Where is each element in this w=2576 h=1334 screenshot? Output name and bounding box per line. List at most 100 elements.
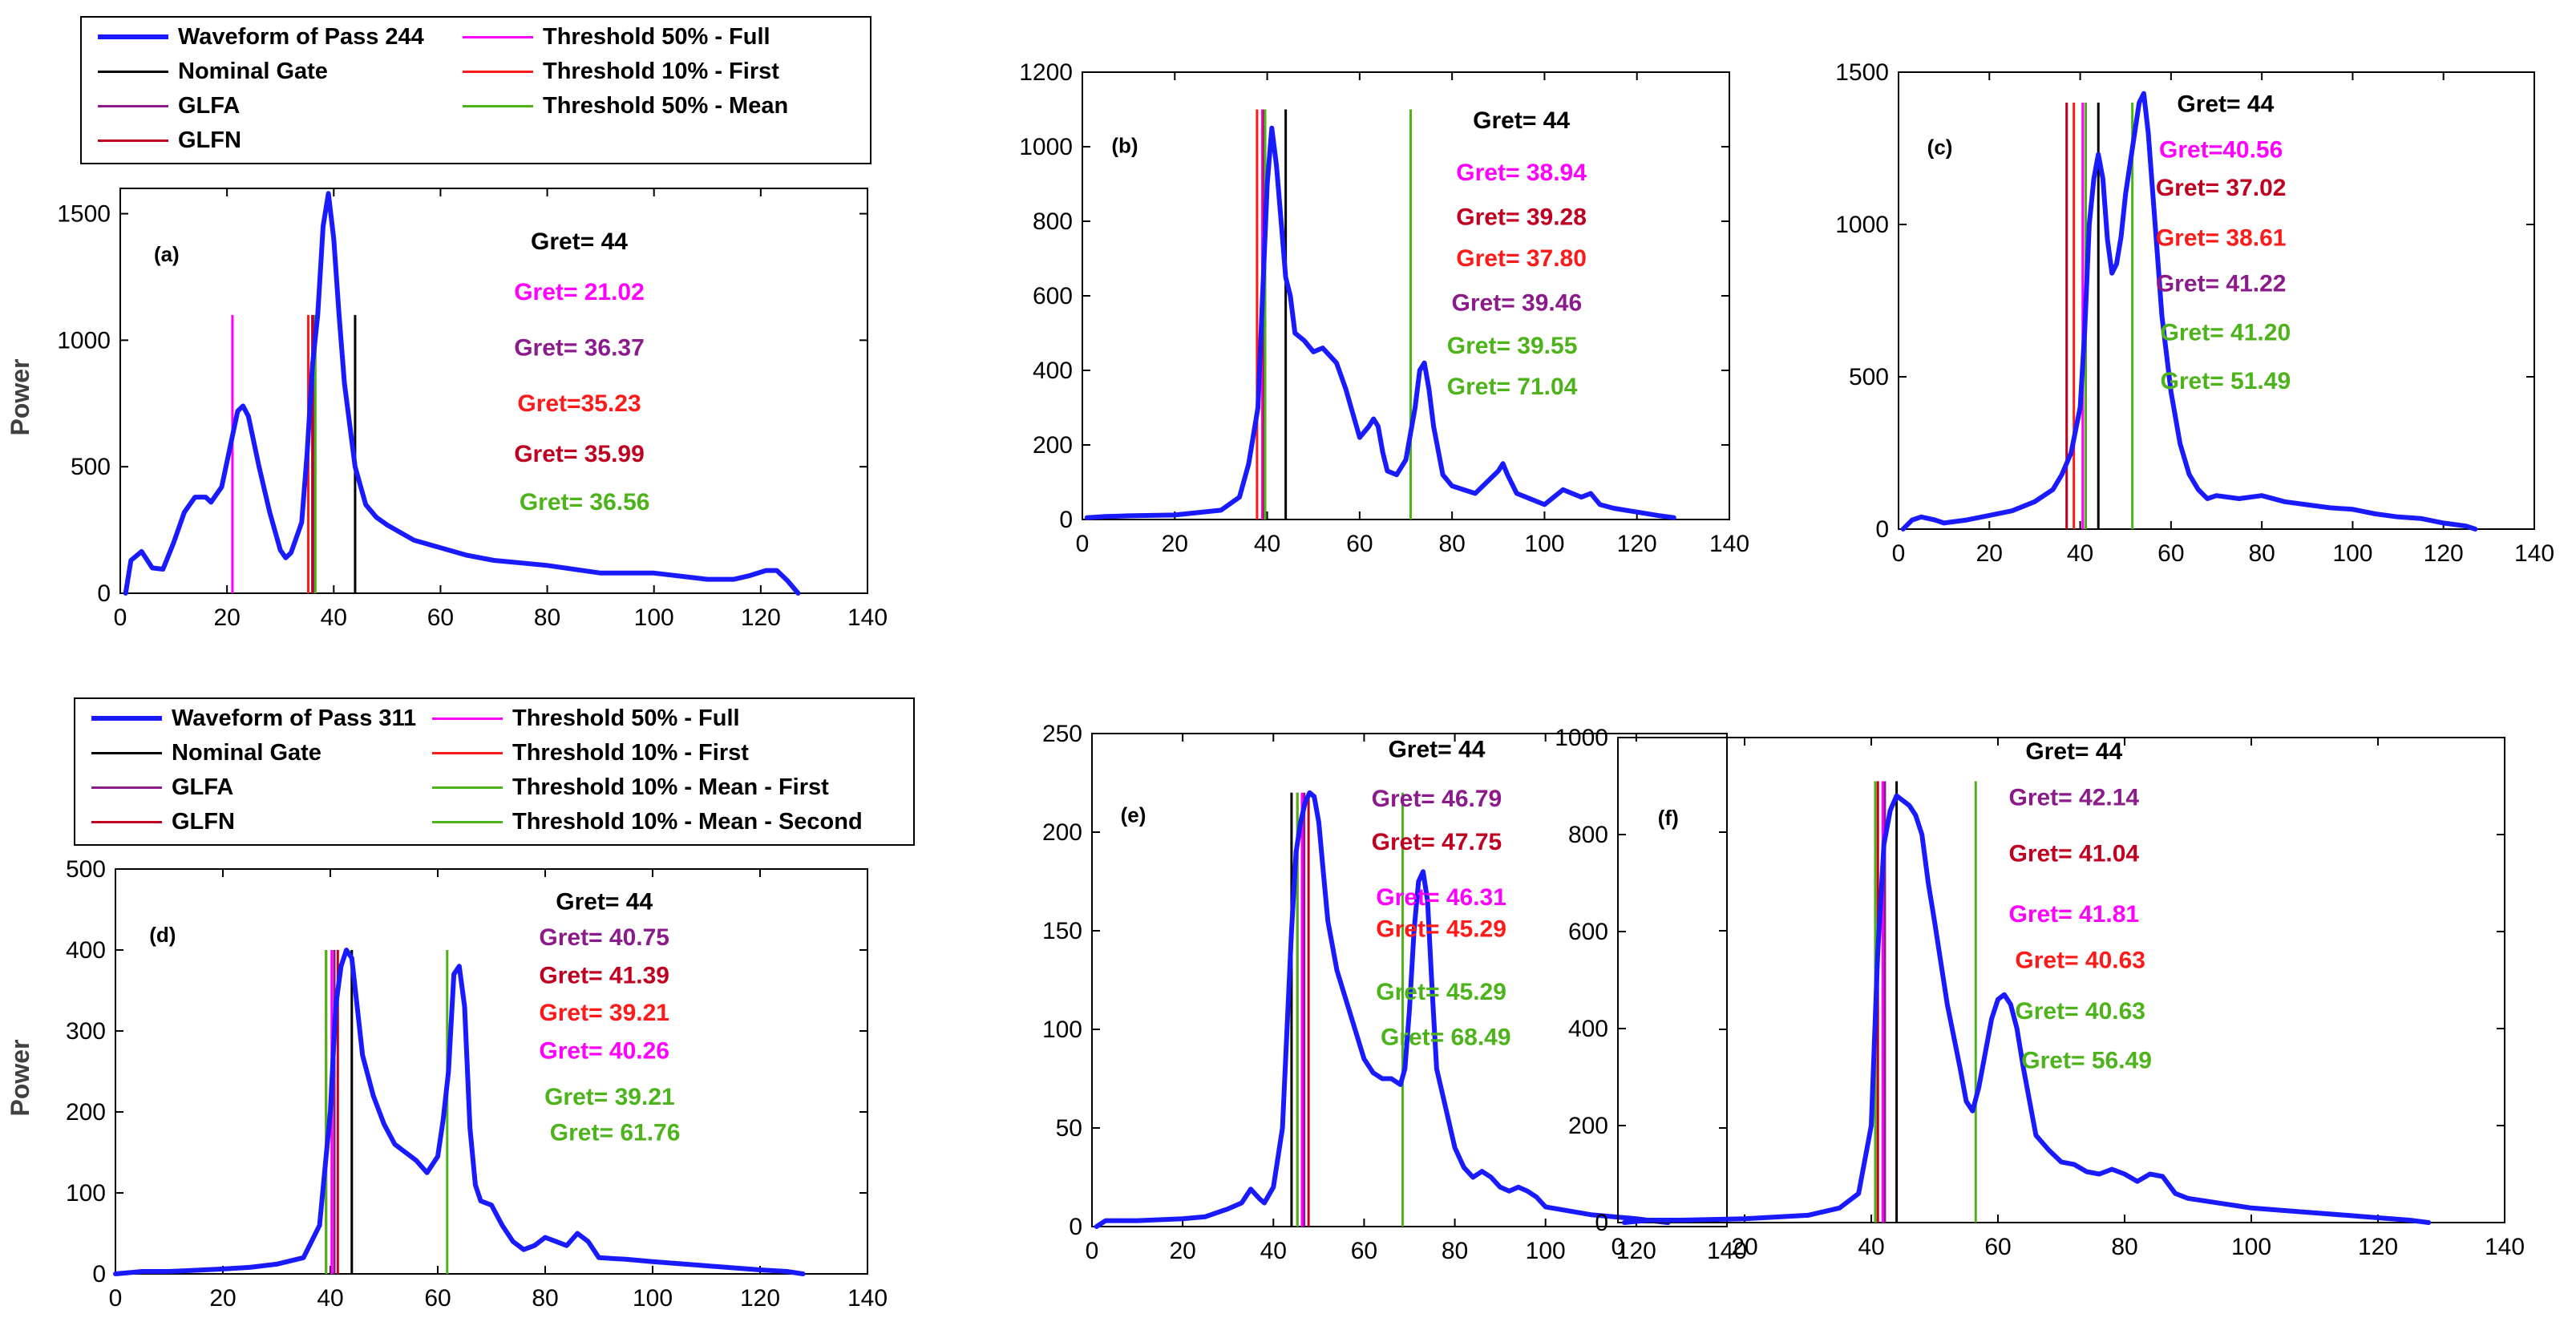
gret-annotation: Gret= 39.46 <box>1452 290 1583 317</box>
x-tick-label: 20 <box>209 1285 236 1312</box>
x-tick-label: 40 <box>1858 1234 1884 1260</box>
x-tick-label: 100 <box>634 604 674 631</box>
waveform-line <box>1900 91 2478 532</box>
legend-swatch <box>463 70 533 73</box>
legend-label: Waveform of Pass 244 <box>178 23 424 50</box>
legend-item: Threshold 50% - Full <box>432 702 740 734</box>
legend-swatch <box>98 139 168 142</box>
x-tick-label: 120 <box>1616 1238 1656 1264</box>
x-tick-label: 80 <box>2111 1234 2137 1260</box>
y-tick-label: 100 <box>66 1180 106 1207</box>
legend-label: Threshold 50% - Full <box>543 23 770 50</box>
x-tick-label: 0 <box>1612 1234 1625 1260</box>
plot-frame <box>119 188 868 594</box>
x-tick-label: 60 <box>2157 540 2184 567</box>
legend-item: Threshold 10% - First <box>432 737 749 769</box>
chart-d: 0 20 40 60 80 100 120 140 0 100 200 300 400 500 Power (… <box>6 856 888 1312</box>
gret-annotation: Gret= 40.75 <box>539 924 669 951</box>
gret-annotation: Gret= 46.31 <box>1376 884 1506 911</box>
gret-annotation: Gret= 38.94 <box>1456 160 1587 186</box>
legend-swatch <box>98 104 168 107</box>
y-tick-label: 800 <box>1568 822 1608 848</box>
legend-swatch <box>432 717 503 720</box>
legend-swatch <box>91 716 162 721</box>
legend-swatch <box>98 70 168 73</box>
y-tick-label: 150 <box>1042 918 1082 944</box>
gret-annotation: Gret= 36.37 <box>514 334 645 361</box>
gret-annotation: Gret= 40.26 <box>539 1037 669 1064</box>
gret-annotation: Gret= 41.39 <box>539 962 669 988</box>
x-tick-label: 140 <box>1709 531 1749 557</box>
gret-annotation: Gret= 51.49 <box>2161 368 2291 394</box>
x-tick-label: 80 <box>534 604 560 631</box>
gret-annotation: Gret= 44 <box>556 889 653 916</box>
x-tick-label: 60 <box>1984 1234 2011 1260</box>
x-tick-label: 20 <box>1169 1238 1195 1264</box>
x-tick-label: 40 <box>321 604 347 631</box>
x-tick-label: 40 <box>2067 540 2093 567</box>
gret-annotation: Gret= 37.80 <box>1456 245 1587 272</box>
y-tick-label: 400 <box>1033 358 1073 384</box>
waveform-line <box>113 948 806 1276</box>
chart-f: 0 20 40 60 80 100 120 140 0 200 400 600 800 1000 (f) Gr… <box>1555 725 2525 1260</box>
gret-annotation: Gret= 45.29 <box>1376 979 1506 1005</box>
gret-annotation: Gret= 44 <box>531 228 628 255</box>
gret-annotation: Gret= 35.99 <box>514 441 645 467</box>
gret-annotation: Gret= 36.56 <box>520 489 650 515</box>
legend-swatch <box>98 34 168 39</box>
x-tick-label: 60 <box>1346 531 1373 557</box>
legend-swatch <box>432 786 503 789</box>
y-tick-label: 200 <box>1042 819 1082 846</box>
y-tick-label: 1000 <box>1019 134 1073 160</box>
gret-annotation: Gret= 41.81 <box>2008 901 2139 928</box>
gret-annotation: Gret= 46.79 <box>1372 786 1502 812</box>
y-axis-label: Power <box>6 1039 34 1116</box>
x-tick-label: 40 <box>317 1285 343 1312</box>
x-tick-label: 40 <box>1260 1238 1287 1264</box>
legend-swatch <box>463 35 533 38</box>
y-tick-label: 0 <box>1059 507 1073 533</box>
legend-item: Waveform of Pass 311 <box>91 702 416 734</box>
chart-b: 0 20 40 60 80 100 120 140 0 200 400 600 800 1000 1200 (… <box>1019 59 1749 557</box>
y-tick-label: 600 <box>1033 283 1073 309</box>
chart-a: 0 20 40 60 80 100 120 140 0 500 1000 1500 Power (a) Gr… <box>6 188 888 631</box>
gret-annotation: Gret= 44 <box>2177 91 2274 117</box>
gret-annotation: Gret= 41.04 <box>2008 840 2139 867</box>
legend-label: Nominal Gate <box>178 58 328 84</box>
x-tick-label: 80 <box>1438 531 1465 557</box>
x-tick-label: 100 <box>633 1285 673 1312</box>
x-tick-label: 140 <box>847 604 888 631</box>
x-tick-label: 60 <box>427 604 454 631</box>
waveform-line <box>1084 125 1676 520</box>
legend-label: Threshold 10% - First <box>512 739 749 766</box>
legend-label: Threshold 50% - Mean <box>543 92 789 119</box>
x-tick-label: 100 <box>1526 1238 1566 1264</box>
gret-annotation: Gret= 68.49 <box>1381 1025 1511 1051</box>
legend-item: GLFA <box>91 771 233 803</box>
x-tick-label: 120 <box>1617 531 1657 557</box>
y-tick-label: 1000 <box>1835 212 1889 238</box>
legend-swatch <box>91 786 162 789</box>
legend-item: Nominal Gate <box>98 55 328 87</box>
y-tick-label: 500 <box>1849 364 1889 390</box>
legend-label: GLFN <box>178 127 241 153</box>
plot-frame <box>1091 733 1728 1227</box>
legend-top: Waveform of Pass 244 Nominal Gate GLFA GLFN… <box>80 16 871 164</box>
y-tick-label: 1000 <box>1555 725 1608 751</box>
x-tick-label: 80 <box>532 1285 558 1312</box>
y-tick-label: 0 <box>1595 1210 1608 1236</box>
x-tick-label: 120 <box>2424 540 2464 567</box>
legend-swatch <box>432 751 503 754</box>
y-tick-label: 100 <box>1042 1017 1082 1043</box>
gret-annotation: Gret= 39.55 <box>1447 333 1578 359</box>
x-tick-label: 100 <box>2332 540 2372 567</box>
y-tick-label: 400 <box>66 937 106 964</box>
gret-annotation: Gret= 56.49 <box>2021 1048 2152 1074</box>
x-tick-label: 20 <box>1731 1234 1757 1260</box>
gret-annotation: Gret=40.56 <box>2159 136 2283 163</box>
legend-item: Threshold 50% - Full <box>463 21 770 53</box>
x-tick-label: 80 <box>2248 540 2275 567</box>
gret-annotation: Gret= 44 <box>1473 107 1570 134</box>
